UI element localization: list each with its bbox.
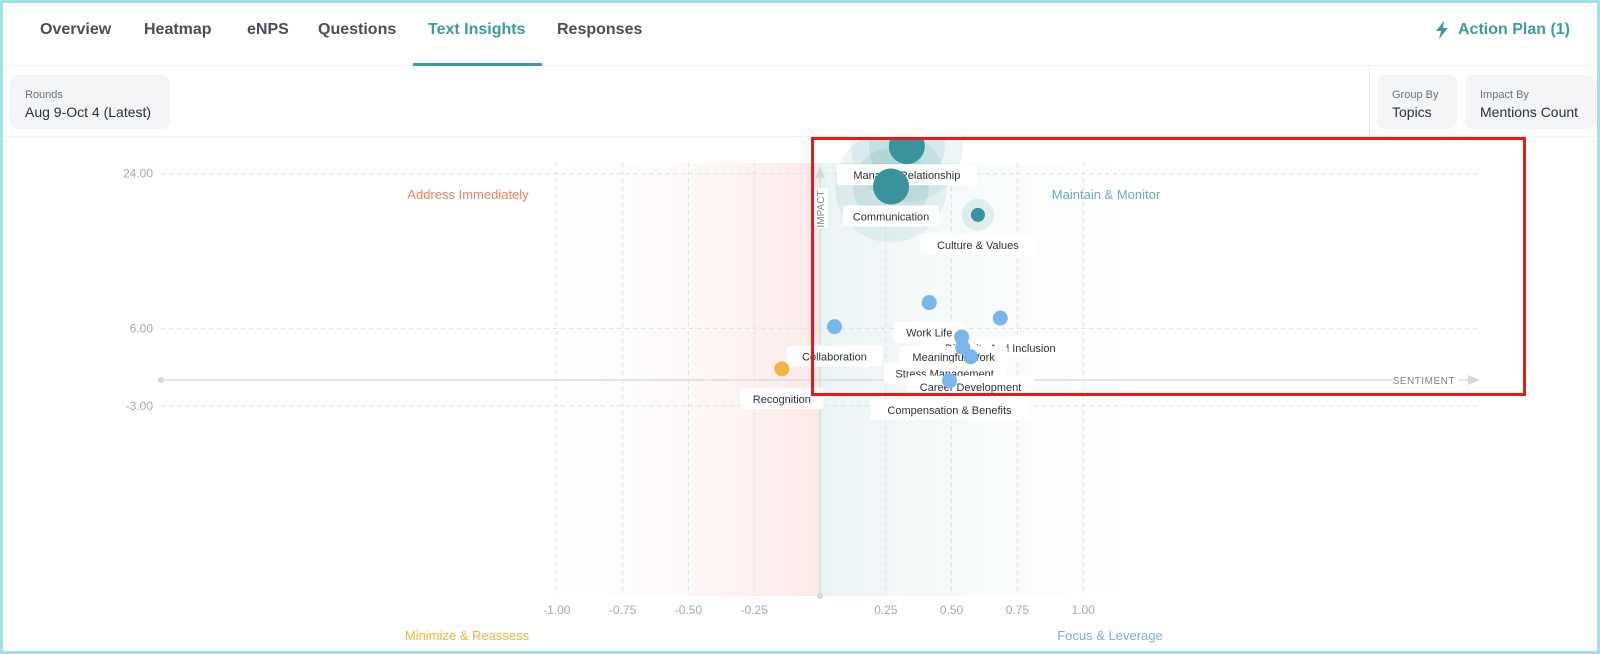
group-by-filter-label: Group By [1392, 89, 1439, 101]
point-label-box [786, 345, 883, 367]
quadrant-label: Address Immediately [407, 187, 529, 202]
rounds-filter[interactable]: Rounds Aug 9-Oct 4 (Latest) [10, 75, 170, 129]
x-tick-label: -0.25 [741, 603, 769, 617]
x-axis-origin-dot [158, 377, 164, 383]
y-tick-label: 6.00 [130, 321, 154, 335]
x-tick-label: 0.25 [874, 603, 898, 617]
tab-enps[interactable]: eNPS [247, 21, 289, 38]
tab-text-insights[interactable]: Text Insights [428, 21, 526, 38]
tab-responses[interactable]: Responses [557, 21, 643, 38]
x-tick-label: -1.00 [543, 603, 571, 617]
point-label: Work Life [906, 328, 952, 340]
y-axis-title: IMPACT [816, 190, 827, 227]
point-label: Meaningful Work [912, 352, 995, 364]
rounds-filter-value: Aug 9-Oct 4 (Latest) [25, 104, 152, 120]
x-tick-label: -0.75 [609, 603, 637, 617]
x-axis-title-bg [1392, 372, 1458, 388]
x-tick-label: 0.75 [1006, 603, 1030, 617]
point-label-box [870, 398, 1029, 420]
data-point [826, 319, 842, 335]
point-label-box [906, 375, 1035, 397]
text-insights-chart: -1.00-0.75-0.50-0.250.250.500.751.0033.0… [0, 138, 1600, 654]
quadrant-chart: -1.00-0.75-0.50-0.250.250.500.751.0033.0… [123, 138, 1480, 643]
point-label-box [740, 387, 824, 409]
data-point [921, 295, 937, 311]
point-label-box [843, 205, 940, 227]
group-by-filter-value: Topics [1392, 104, 1432, 120]
tab-heatmap[interactable]: Heatmap [144, 21, 212, 38]
point-label-box [836, 164, 977, 186]
filter-bar: Rounds Aug 9-Oct 4 (Latest) Group By Top… [0, 67, 1600, 137]
quadrant-label: Minimize & Reassess [405, 628, 530, 643]
tab-questions[interactable]: Questions [318, 21, 397, 38]
impact-by-filter-value: Mentions Count [1480, 104, 1579, 120]
quadrant-label: Focus & Leverage [1057, 628, 1163, 643]
point-label-box [920, 233, 1036, 255]
impact-by-filter[interactable]: Impact By Mentions Count [1465, 75, 1596, 129]
point-label: Communication [853, 212, 929, 224]
group-by-filter[interactable]: Group By Topics [1377, 75, 1457, 129]
tab-overview[interactable]: Overview [40, 21, 112, 38]
y-axis-arrow [815, 166, 825, 178]
point-label-box [899, 346, 1008, 367]
action-plan-label: Action Plan (1) [1457, 21, 1570, 38]
y-tick-label: 24.00 [123, 167, 153, 181]
x-axis-arrow [1468, 375, 1480, 385]
x-tick-label: 0.50 [940, 603, 964, 617]
data-point [888, 138, 925, 165]
x-tick-label: -0.50 [675, 603, 703, 617]
point-label: Collaboration [802, 352, 867, 364]
point-label: Recognition [753, 394, 811, 406]
impact-by-filter-label: Impact By [1480, 89, 1529, 101]
point-label: Compensation & Benefits [887, 405, 1012, 417]
data-point [992, 310, 1008, 326]
lightning-icon [1435, 21, 1448, 39]
y-tick-label: -3.00 [126, 399, 154, 413]
x-tick-label: 1.00 [1072, 603, 1096, 617]
active-tab-indicator [413, 63, 542, 66]
data-point [873, 168, 910, 205]
action-plan-button[interactable]: Action Plan (1) [1434, 21, 1570, 39]
x-axis-title: SENTIMENT [1393, 376, 1455, 387]
y-axis-origin-dot [817, 593, 823, 599]
tab-bar: Overview Heatmap eNPS Questions Text Ins… [0, 0, 1600, 66]
data-point [774, 361, 790, 377]
rounds-filter-label: Rounds [25, 89, 63, 101]
data-point [941, 373, 957, 389]
quadrant-label: Maintain & Monitor [1052, 187, 1161, 202]
filter-divider [1369, 67, 1370, 137]
y-axis-title-bg [812, 188, 828, 228]
data-point [970, 207, 985, 222]
data-point [963, 349, 979, 365]
point-label: Career Development [920, 382, 1022, 394]
point-label: Culture & Values [937, 240, 1019, 252]
